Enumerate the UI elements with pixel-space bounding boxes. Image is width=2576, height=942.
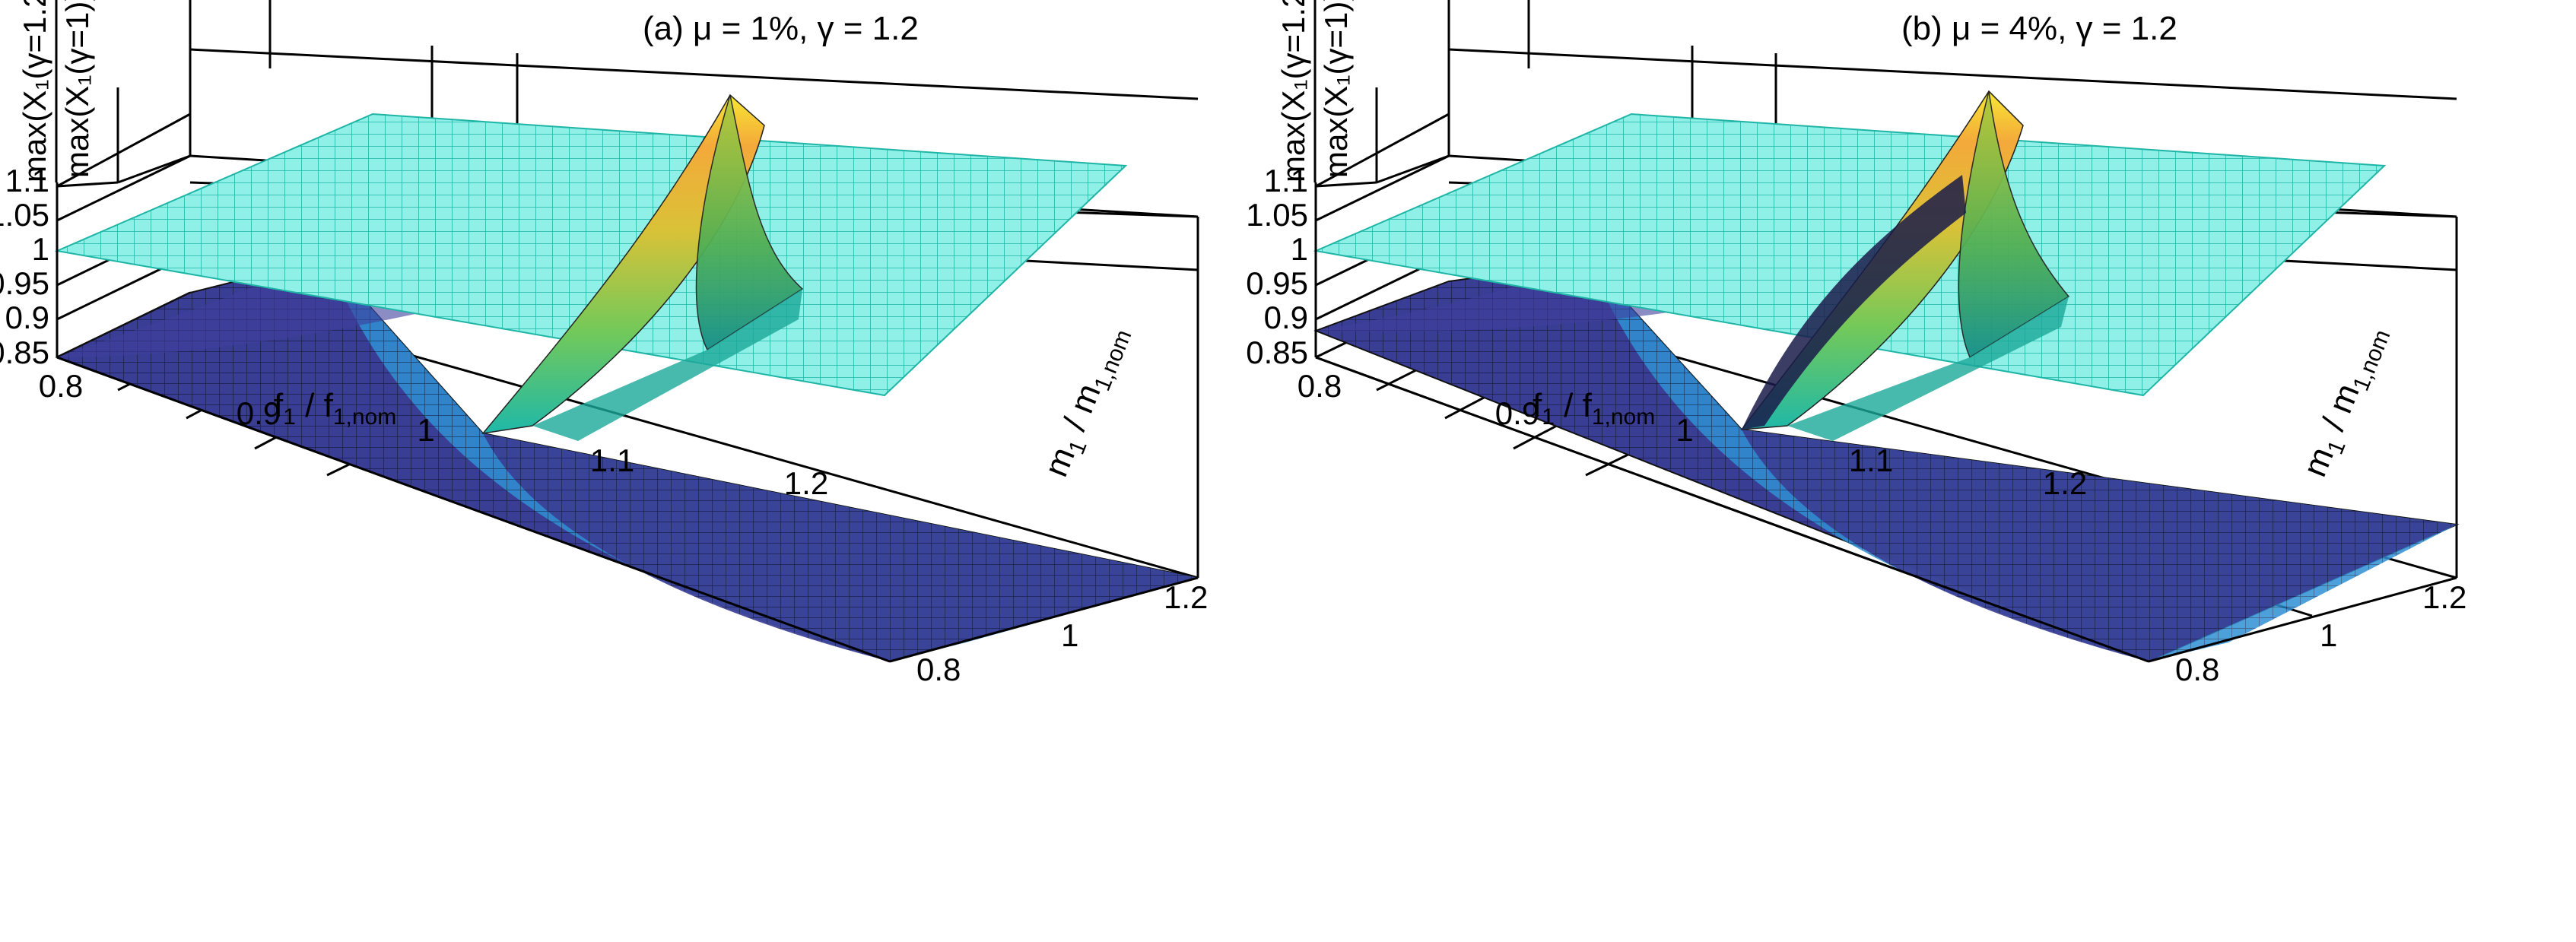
x-tick: 1.1 bbox=[1849, 442, 1893, 478]
z-label-denominator: max(X₁(γ=1)) bbox=[1318, 0, 1354, 178]
y-tick: 1.2 bbox=[1164, 579, 1208, 615]
x-axis-label: f1 / f1,nom bbox=[274, 387, 396, 430]
x-tick: 1.2 bbox=[2043, 465, 2087, 501]
z-tick: 0.95 bbox=[0, 265, 49, 301]
x-tick: 1.1 bbox=[590, 442, 634, 478]
y-axis-label: m1 / m1,nom bbox=[1037, 320, 1137, 484]
z-tick: 1 bbox=[32, 231, 49, 267]
z-tick: 0.95 bbox=[1246, 265, 1308, 301]
x-tick: 0.8 bbox=[39, 368, 83, 404]
z-label-numerator: max(X₁(γ=1.2)) bbox=[1275, 0, 1311, 182]
z-tick: 1.05 bbox=[1246, 197, 1308, 233]
chart-title: (a) μ = 1%, γ = 1.2 bbox=[643, 10, 919, 47]
y-tick: 1 bbox=[1061, 617, 1078, 653]
z-tick: 0.85 bbox=[1246, 335, 1308, 370]
z-label-denominator: max(X₁(γ=1)) bbox=[59, 0, 95, 178]
z-label-numerator: max(X₁(γ=1.2)) bbox=[17, 0, 52, 182]
z-axis-label: max(X₁(γ=1.2)) max(X₁(γ=1)) bbox=[17, 0, 95, 182]
x-tick: 1.2 bbox=[784, 465, 828, 501]
y-tick: 0.8 bbox=[2175, 652, 2219, 687]
x-tick: 1 bbox=[417, 412, 434, 448]
z-tick: 1 bbox=[1291, 231, 1308, 267]
axes-front-frame bbox=[56, 182, 1199, 663]
x-tick: 0.8 bbox=[1298, 368, 1342, 404]
x-tick: 0.9 bbox=[1495, 395, 1539, 431]
x-axis-label: f1 / f1,nom bbox=[1533, 387, 1655, 430]
y-tick-labels: 0.8 1 1.2 bbox=[2175, 579, 2466, 687]
z-tick: 1.1 bbox=[5, 163, 49, 198]
y-tick: 1.2 bbox=[2422, 579, 2466, 615]
z-tick: 0.85 bbox=[0, 335, 49, 370]
panel-b: 0.85 0.9 0.95 1 1.05 1.1 0.8 0.9 1 1.1 1… bbox=[1246, 0, 2466, 687]
panel-a: 0.85 0.9 0.95 1 1.05 1.1 0.8 0.9 1 1.1 1… bbox=[0, 0, 1208, 687]
z-tick-labels: 0.85 0.9 0.95 1 1.05 1.1 bbox=[0, 163, 49, 370]
z-tick: 0.9 bbox=[5, 300, 49, 335]
y-tick: 0.8 bbox=[916, 652, 961, 687]
y-tick-labels: 0.8 1 1.2 bbox=[916, 579, 1208, 687]
x-tick-labels: 0.8 0.9 1 1.1 1.2 bbox=[1298, 368, 2087, 501]
z-axis-label: max(X₁(γ=1.2)) max(X₁(γ=1)) bbox=[1275, 0, 1354, 182]
z-tick-labels: 0.85 0.9 0.95 1 1.05 1.1 bbox=[1246, 163, 1308, 370]
y-axis-label: m1 / m1,nom bbox=[2296, 320, 2396, 484]
x-tick-labels: 0.8 0.9 1 1.1 1.2 bbox=[39, 368, 828, 501]
axes-front-frame bbox=[1314, 182, 2457, 663]
z-tick: 1.1 bbox=[1264, 163, 1308, 198]
chart-title: (b) μ = 4%, γ = 1.2 bbox=[1901, 10, 2177, 47]
x-tick: 1 bbox=[1676, 412, 1693, 448]
z-tick: 1.05 bbox=[0, 197, 49, 233]
y-tick: 1 bbox=[2320, 617, 2337, 653]
surface-ridge bbox=[481, 94, 804, 441]
surface-ridge bbox=[1740, 90, 2070, 441]
x-tick: 0.9 bbox=[237, 395, 281, 431]
z-tick: 0.9 bbox=[1264, 300, 1308, 335]
